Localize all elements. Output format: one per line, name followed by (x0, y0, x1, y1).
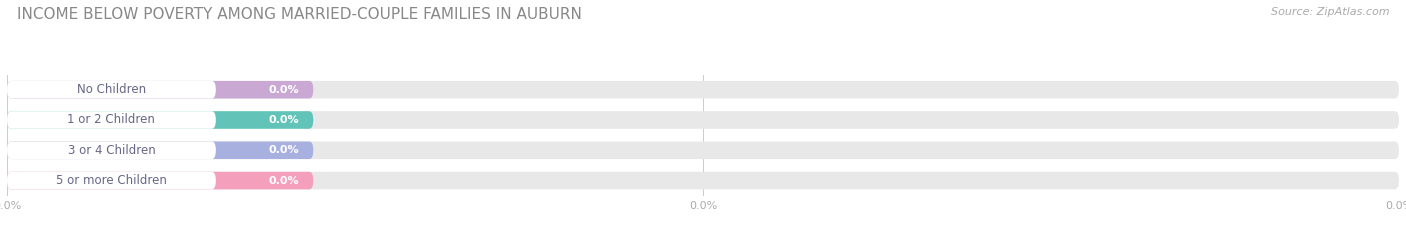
FancyBboxPatch shape (7, 81, 1399, 99)
Text: INCOME BELOW POVERTY AMONG MARRIED-COUPLE FAMILIES IN AUBURN: INCOME BELOW POVERTY AMONG MARRIED-COUPL… (17, 7, 582, 22)
Text: 1 or 2 Children: 1 or 2 Children (67, 113, 155, 127)
FancyBboxPatch shape (7, 81, 314, 99)
Text: 0.0%: 0.0% (269, 176, 299, 185)
Text: Source: ZipAtlas.com: Source: ZipAtlas.com (1271, 7, 1389, 17)
Text: 0.0%: 0.0% (269, 115, 299, 125)
FancyBboxPatch shape (7, 172, 1399, 189)
Text: 5 or more Children: 5 or more Children (56, 174, 167, 187)
FancyBboxPatch shape (7, 172, 217, 189)
FancyBboxPatch shape (7, 111, 314, 129)
Text: 0.0%: 0.0% (269, 145, 299, 155)
FancyBboxPatch shape (7, 81, 217, 99)
FancyBboxPatch shape (7, 141, 314, 159)
FancyBboxPatch shape (7, 111, 217, 129)
Text: No Children: No Children (77, 83, 146, 96)
FancyBboxPatch shape (7, 141, 217, 159)
FancyBboxPatch shape (7, 141, 1399, 159)
FancyBboxPatch shape (7, 111, 1399, 129)
Text: 0.0%: 0.0% (269, 85, 299, 95)
Text: 3 or 4 Children: 3 or 4 Children (67, 144, 155, 157)
FancyBboxPatch shape (7, 172, 314, 189)
